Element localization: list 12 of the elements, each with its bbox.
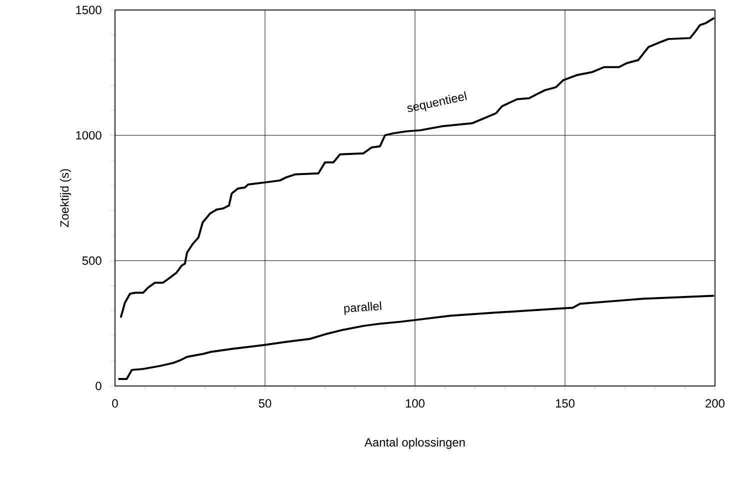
y-axis-title: Zoektijd (s) — [60, 169, 72, 228]
x-tick-label: 0 — [112, 399, 118, 408]
y-tick-label: 500 — [82, 256, 102, 265]
x-tick-label: 50 — [258, 399, 272, 408]
x-axis-title: Aantal oplossingen — [364, 438, 465, 449]
x-tick-label: 150 — [556, 399, 575, 408]
x-tick-label: 100 — [406, 399, 425, 408]
y-tick-label: 0 — [96, 382, 102, 390]
y-tick-label: 1000 — [76, 131, 102, 140]
y-tick-label: 1500 — [76, 6, 102, 14]
x-tick-label: 200 — [706, 399, 725, 408]
series-label: parallel — [344, 301, 382, 315]
